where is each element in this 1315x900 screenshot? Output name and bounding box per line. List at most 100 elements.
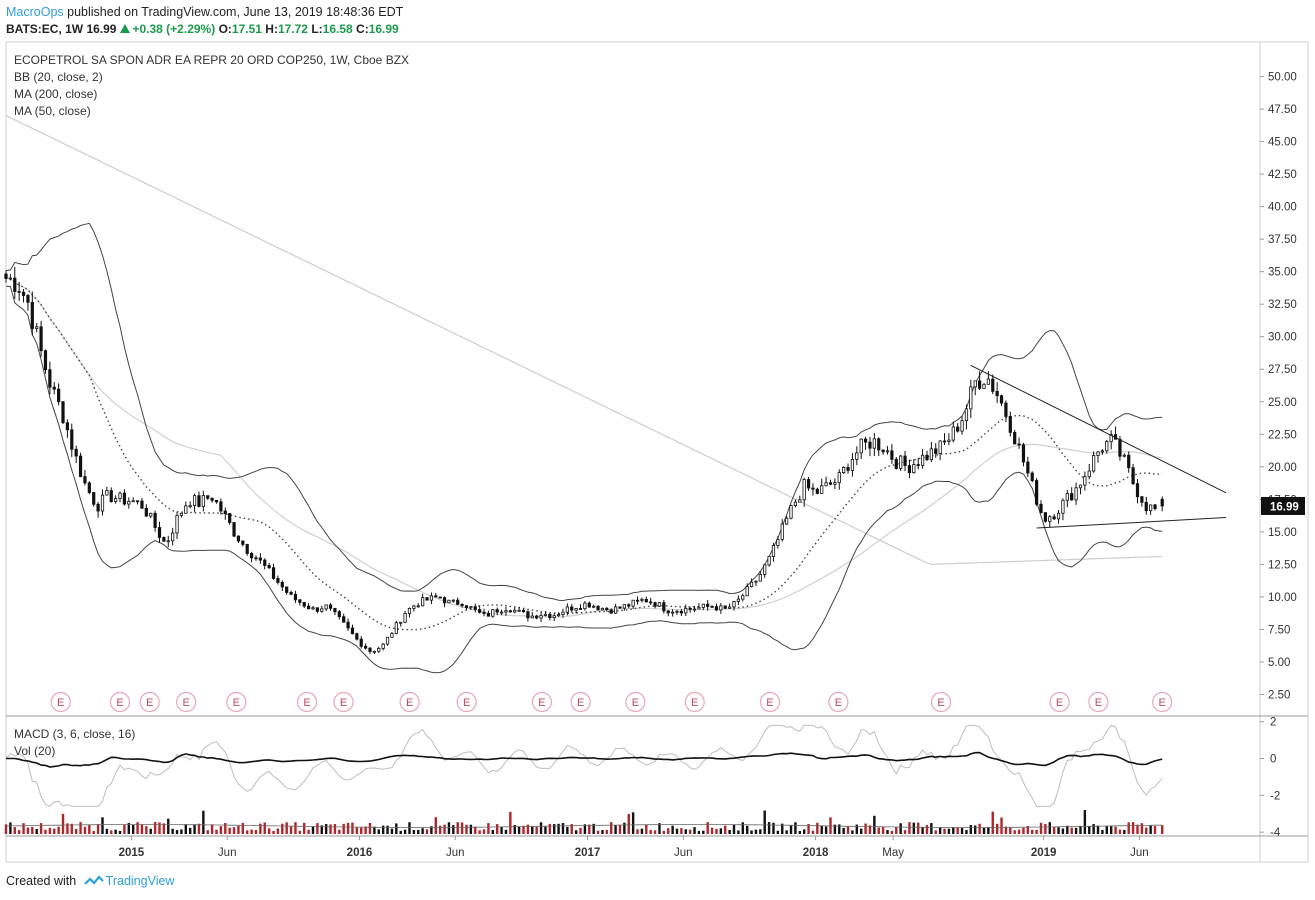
candle — [780, 519, 784, 542]
volume-bar — [272, 830, 275, 834]
earnings-marker[interactable]: E — [226, 691, 247, 713]
candle-body — [192, 495, 197, 507]
volume-bar — [281, 823, 284, 834]
tradingview-brand[interactable]: TradingView — [105, 874, 175, 888]
volume-bar — [1136, 824, 1139, 834]
candle — [570, 604, 574, 613]
candle — [925, 450, 929, 462]
volume-bar — [710, 827, 714, 834]
candle — [298, 598, 302, 606]
earnings-marker[interactable]: E — [333, 691, 354, 713]
candle-body — [662, 602, 666, 612]
earnings-marker[interactable]: E — [930, 691, 952, 713]
candle — [241, 540, 245, 547]
volume-bar — [943, 828, 946, 834]
candle — [1153, 503, 1157, 511]
earnings-marker-label: E — [835, 697, 842, 709]
vol-legend[interactable]: Vol (20) — [14, 744, 55, 758]
earnings-marker[interactable]: E — [456, 691, 477, 713]
candle-body — [771, 545, 776, 557]
earnings-marker[interactable]: E — [684, 691, 705, 713]
candle — [149, 512, 153, 519]
volume-bar — [403, 829, 407, 834]
last-price-tag-label: 16.99 — [1270, 501, 1299, 513]
volume-bar — [368, 822, 372, 834]
earnings-marker-label: E — [1159, 697, 1166, 709]
candle-body — [83, 476, 87, 484]
volume-bar — [750, 830, 753, 834]
candle — [403, 610, 407, 624]
earnings-marker[interactable]: E — [828, 691, 849, 713]
volume-bar — [890, 830, 894, 834]
volume-bar — [1017, 829, 1021, 834]
macd-legend[interactable]: MACD (3, 6, close, 16) — [14, 727, 135, 741]
candle — [824, 476, 828, 487]
low-label: L: — [311, 22, 323, 36]
candle-body — [877, 438, 881, 451]
earnings-marker[interactable]: E — [759, 691, 781, 713]
ma50-legend[interactable]: MA (50, close) — [14, 104, 91, 118]
volume-bar — [1079, 825, 1082, 834]
publisher-name[interactable]: MacroOps — [6, 5, 64, 19]
earnings-marker[interactable]: E — [176, 691, 197, 713]
candle-body — [728, 606, 732, 609]
earnings-marker[interactable]: E — [1088, 691, 1109, 713]
earnings-marker[interactable]: E — [399, 691, 420, 713]
candle — [87, 481, 91, 495]
volume-bar — [206, 830, 209, 834]
earnings-marker-circle — [109, 691, 131, 713]
earnings-marker[interactable]: E — [139, 691, 160, 713]
volume-bar — [500, 826, 503, 834]
candle — [688, 606, 692, 613]
volume-bar — [44, 829, 47, 834]
volume-bar — [557, 823, 560, 834]
candle-body — [592, 605, 596, 608]
candle — [57, 383, 61, 406]
candle — [846, 463, 850, 474]
volume-bar — [346, 822, 350, 834]
volume-bar — [232, 827, 236, 834]
candle — [48, 361, 52, 395]
earnings-marker[interactable]: E — [50, 691, 71, 713]
candle-body — [429, 595, 434, 601]
candle — [859, 438, 863, 460]
last-price-tag-bg — [1261, 496, 1305, 515]
candle — [214, 499, 219, 504]
candle — [618, 606, 622, 609]
volume-bar — [1044, 823, 1047, 834]
candle — [806, 476, 811, 491]
candle-body — [973, 380, 977, 388]
candle — [982, 383, 986, 389]
earnings-marker[interactable]: E — [625, 691, 646, 713]
earnings-marker[interactable]: E — [531, 691, 553, 713]
earnings-marker[interactable]: E — [1152, 691, 1173, 713]
candle-body — [1083, 476, 1087, 486]
volume-bar — [381, 825, 385, 834]
candle — [986, 371, 990, 385]
candle — [65, 419, 70, 438]
volume-bar — [390, 828, 394, 834]
earnings-marker[interactable]: E — [1049, 691, 1070, 713]
bb-legend[interactable]: BB (20, close, 2) — [14, 70, 103, 84]
low-value: 16.58 — [322, 22, 353, 36]
candle-body — [868, 441, 872, 449]
price-tick-label: 12.50 — [1268, 559, 1297, 571]
volume-bar — [298, 830, 302, 834]
candle — [999, 394, 1004, 407]
volume-bar — [140, 824, 144, 834]
candle-body — [1105, 441, 1109, 452]
candle-body — [1026, 461, 1030, 474]
price-tick-label: 37.50 — [1268, 234, 1297, 246]
volume-bar — [886, 829, 889, 834]
volume-bar — [895, 827, 898, 834]
earnings-marker[interactable]: E — [296, 691, 318, 713]
candle-body — [881, 449, 885, 453]
price-tick-label: 42.50 — [1268, 169, 1297, 181]
earnings-marker[interactable]: E — [109, 691, 131, 713]
ma200-legend[interactable]: MA (200, close) — [14, 87, 97, 101]
candle-body — [824, 482, 828, 487]
candle-body — [302, 601, 306, 607]
earnings-marker[interactable]: E — [570, 691, 591, 713]
candle-body — [609, 609, 613, 614]
